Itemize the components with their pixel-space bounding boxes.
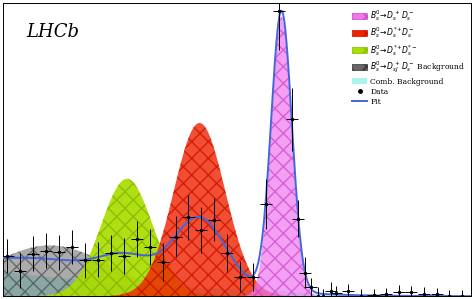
Legend: $B_s^0\!\to\! D_s^+\, D_s^-$, $B_s^0\!\to\! D_s^{*+}\! D_s^-$, $B_s^0\!\to\! D_s: $B_s^0\!\to\! D_s^+\, D_s^-$, $B_s^0\!\t… <box>351 7 467 108</box>
Text: LHCb: LHCb <box>26 23 79 41</box>
